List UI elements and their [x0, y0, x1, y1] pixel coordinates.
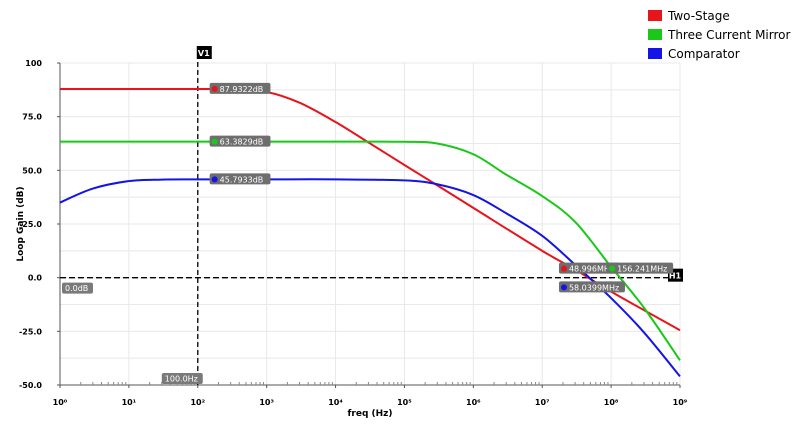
annotation-dot — [609, 265, 616, 272]
y-tick-label: -25.0 — [19, 327, 42, 336]
x-tick-label: 10⁶ — [466, 398, 481, 407]
x-tick-label: 10⁴ — [328, 398, 343, 407]
annotation-chip-bg — [558, 262, 620, 274]
x-tick-label: 10³ — [259, 398, 274, 407]
vertical-marker-value-bg — [161, 373, 203, 384]
annotation-chip-bg — [209, 173, 271, 185]
x-tick-label: 10⁰ — [53, 398, 68, 407]
legend: Two-Stage Three Current Mirror Comparato… — [648, 6, 790, 63]
y-axis-label: Loop Gain (dB) — [16, 186, 26, 261]
legend-swatch-comparator — [648, 48, 662, 59]
annotation-label: 156.241MHz — [617, 265, 667, 274]
legend-label-two-stage: Two-Stage — [668, 8, 730, 23]
horizontal-marker-value: 0.0dB — [65, 284, 88, 293]
annotation-label: 63.3829dB — [220, 138, 264, 147]
marker-lines-layer: V1 H1 100.0Hz 0.0dB — [60, 46, 683, 385]
vertical-marker-tag — [196, 46, 212, 59]
x-tick-label: 10¹ — [122, 398, 137, 407]
annotation-label: 45.7933dB — [220, 175, 264, 184]
annotation-chip-bg — [209, 82, 271, 94]
horizontal-marker-value-bg — [62, 282, 93, 294]
annotation-dot — [211, 85, 218, 92]
ticks-layer: -50.0 -25.0 0.0 25.0 50.0 75.0 100 10⁰ 10¹ 10² 10³… — [19, 59, 688, 407]
legend-item-two-stage[interactable]: Two-Stage — [648, 6, 790, 25]
annotation-dot — [211, 138, 218, 145]
annotation-dot — [560, 265, 567, 272]
legend-swatch-two-stage — [648, 10, 662, 21]
y-tick-label: 50.0 — [22, 166, 42, 175]
legend-swatch-three-current-mirror — [648, 29, 662, 40]
vertical-marker-value: 100.0Hz — [165, 375, 198, 384]
vertical-marker-label: V1 — [198, 49, 210, 58]
annotation-label: 48.996MHz — [569, 265, 614, 274]
legend-label-three-current-mirror: Three Current Mirror — [668, 27, 791, 42]
y-tick-label: 100 — [25, 59, 42, 68]
x-tick-label: 10⁵ — [397, 398, 412, 407]
y-tick-label: 0.0 — [28, 274, 43, 283]
x-tick-label: 10² — [190, 398, 205, 407]
annotation-label: 58.0399MHz — [569, 283, 619, 292]
legend-item-comparator[interactable]: Comparator — [648, 44, 790, 63]
annotation-chip-bg — [607, 262, 674, 274]
legend-item-three-current-mirror[interactable]: Three Current Mirror — [648, 25, 790, 44]
y-tick-label: 25.0 — [22, 220, 42, 229]
annotation-label: 87.9322dB — [220, 85, 264, 94]
x-tick-label: 10⁹ — [673, 398, 688, 407]
annotation-dot — [211, 176, 218, 183]
annotation-layer: 87.9322dB 63.3829dB 45.7933dB 48.996MHz 156.… — [209, 82, 674, 293]
annotation-chip-bg — [558, 281, 625, 293]
series-line-2 — [59, 178, 681, 378]
annotation-dot — [560, 284, 567, 291]
legend-label-comparator: Comparator — [668, 46, 740, 61]
y-tick-label: 75.0 — [22, 113, 42, 122]
y-tick-label: -50.0 — [19, 381, 42, 390]
horizontal-marker-label: H1 — [669, 272, 682, 281]
annotation-chip-bg — [209, 135, 271, 147]
x-tick-label: 10⁸ — [604, 398, 619, 407]
x-axis-label: freq (Hz) — [347, 409, 392, 419]
x-tick-label: 10⁷ — [535, 398, 550, 407]
